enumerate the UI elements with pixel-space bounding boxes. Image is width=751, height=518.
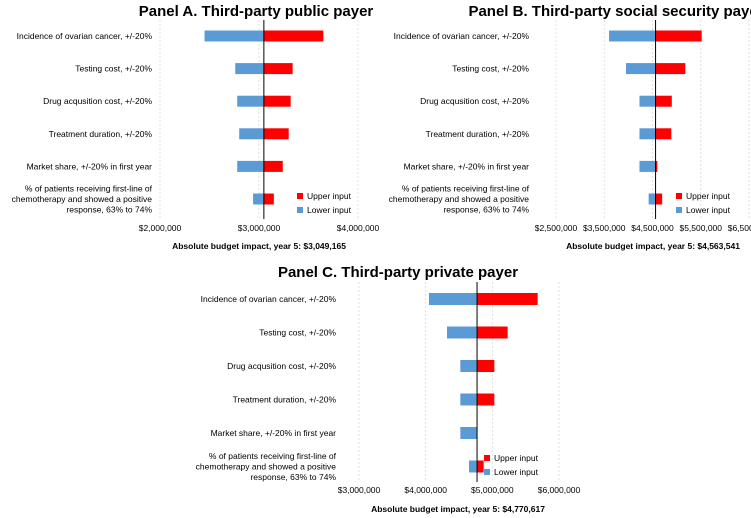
panel-b-bar-lower [625, 63, 656, 75]
panel-c-bar-lower [460, 393, 478, 406]
panel-b-bar-upper [655, 30, 702, 42]
panel-b-row-label: Testing cost, +/-20% [452, 64, 529, 74]
panel-c-row-label: Incidence of ovarian cancer, +/-20% [201, 294, 337, 304]
panel-a-bar-upper [263, 63, 293, 75]
panel-b-legend-upper-label: Upper input [686, 191, 731, 201]
panel-b-row-label: Drug acqusition cost, +/-20% [420, 96, 529, 106]
panel-b-bar-lower [639, 95, 656, 107]
panel-b-row-label: % of patients receiving first-line of che… [389, 184, 530, 215]
panel-a-legend-lower-label: Lower input [307, 205, 352, 215]
panel-b-row-label: Market share, +/-20% in first year [404, 161, 530, 171]
panel-c-bar-lower [460, 360, 478, 372]
panel-a-chart: Panel A. Third-party public payer $2,000,… [12, 3, 380, 251]
panel-c-row-label: % of patients receiving first-line of che… [196, 451, 337, 482]
panel-b-title: Panel B. Third-party social security pay… [468, 3, 751, 20]
panel-b-bar-upper [655, 160, 658, 172]
panel-a-legend-upper-swatch [297, 193, 303, 199]
panel-a-row-label: Testing cost, +/-20% [75, 64, 152, 74]
panel-a-bar-lower [204, 30, 264, 42]
panel-c-legend-upper-label: Upper input [494, 453, 539, 463]
panel-c-bar-upper [477, 393, 495, 406]
panel-a-title: Panel A. Third-party public payer [139, 3, 374, 20]
panel-a-tick-label: $2,000,000 [139, 223, 182, 233]
panel-c-tick-label: $4,000,000 [404, 485, 447, 495]
panel-b-tick-label: $6,500,000 [728, 223, 751, 233]
panel-a-row-label: Market share, +/-20% in first year [27, 161, 153, 171]
panel-c-bar-upper [477, 326, 508, 339]
panel-a-bar-lower [237, 160, 264, 172]
panel-c-row-label: Testing cost, +/-20% [259, 328, 336, 338]
panel-b-bar-lower [609, 30, 656, 42]
panel-b-legend-upper-swatch [676, 193, 682, 199]
panel-c-row-label: Treatment duration, +/-20% [233, 395, 337, 405]
panel-a-footer: Absolute budget impact, year 5: $3,049,1… [172, 241, 346, 251]
panel-a-bar-lower [237, 95, 264, 107]
panel-b-bar-lower [639, 128, 656, 140]
panel-c-row-label: Drug acqusition cost, +/-20% [227, 361, 336, 371]
panel-c-bar-upper [477, 460, 484, 473]
panel-c-tick-label: $5,000,000 [471, 485, 514, 495]
panel-c-title: Panel C. Third-party private payer [278, 264, 518, 281]
panel-c-footer: Absolute budget impact, year 5: $4,770,6… [371, 504, 545, 514]
panel-c-tick-label: $6,000,000 [538, 485, 581, 495]
panel-a-row-label: Treatment duration, +/-20% [49, 129, 153, 139]
panel-c-bar-upper [477, 360, 495, 372]
panel-c-bar-upper [477, 293, 538, 305]
panel-b-bar-upper [655, 193, 663, 205]
panel-a-bar-upper [263, 30, 324, 42]
panel-c-chart: Panel C. Third-party private payer $3,000… [196, 264, 581, 514]
panel-a-bar-lower [253, 193, 264, 205]
panel-b-footer: Absolute budget impact, year 5: $4,563,5… [566, 241, 740, 251]
panel-a-bar-upper [263, 128, 289, 140]
panel-a-legend-upper-label: Upper input [307, 191, 352, 201]
panel-b-bar-upper [655, 95, 672, 107]
panel-b-bar-upper [655, 63, 686, 75]
panel-b-tick-label: $3,500,000 [583, 223, 626, 233]
panel-b-legend-lower-label: Lower input [686, 205, 731, 215]
panel-c-legend-lower-swatch [484, 469, 490, 475]
panel-b-tick-label: $2,500,000 [535, 223, 578, 233]
panel-a-row-label: % of patients receiving first-line of che… [12, 184, 153, 215]
panel-c-bar-lower [447, 326, 478, 339]
panel-a-row-label: Drug acqusition cost, +/-20% [43, 96, 152, 106]
panel-b-tick-label: $4,500,000 [631, 223, 674, 233]
panel-a-tick-label: $4,000,000 [337, 223, 380, 233]
panel-a-row-label: Incidence of ovarian cancer, +/-20% [17, 31, 153, 41]
panel-b-row-label: Treatment duration, +/-20% [426, 129, 530, 139]
panel-c-legend-lower-label: Lower input [494, 467, 539, 477]
panel-a-legend-lower-swatch [297, 207, 303, 213]
panel-b-legend-lower-swatch [676, 207, 682, 213]
panel-a-bar-lower [235, 63, 264, 75]
panel-b-tick-label: $5,500,000 [679, 223, 722, 233]
panel-b-bar-lower [639, 160, 656, 172]
panel-b-bar-upper [655, 128, 672, 140]
panel-a-bar-upper [263, 160, 283, 172]
panel-c-row-label: Market share, +/-20% in first year [211, 428, 337, 438]
panel-b-bar-lower [648, 193, 656, 205]
panel-a-tick-label: $3,000,000 [238, 223, 281, 233]
panel-a-bar-lower [239, 128, 264, 140]
panel-a-bar-upper [263, 95, 291, 107]
panel-c-tick-label: $3,000,000 [338, 485, 381, 495]
panel-c-bar-lower [469, 460, 478, 473]
panel-c-bar-lower [429, 293, 478, 305]
panel-c-bar-lower [460, 427, 478, 439]
panel-c-legend-upper-swatch [484, 455, 490, 461]
panel-a-bar-upper [263, 193, 274, 205]
panel-b-row-label: Incidence of ovarian cancer, +/-20% [394, 31, 530, 41]
panel-b-chart: Panel B. Third-party social security pay… [389, 3, 751, 251]
